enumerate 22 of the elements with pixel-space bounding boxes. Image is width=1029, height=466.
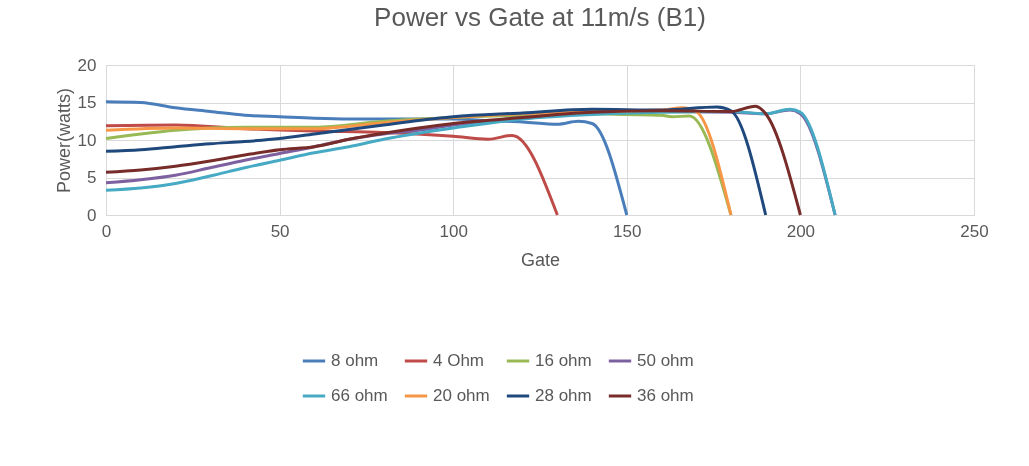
legend-label: 20 ohm	[433, 386, 490, 405]
y-tick-label: 5	[87, 168, 97, 187]
x-tick-label: 200	[786, 221, 816, 241]
x-tick-label: 250	[960, 221, 989, 241]
legend-label: 16 ohm	[535, 351, 592, 370]
x-tick-label: 100	[439, 221, 468, 241]
x-tick-label: 0	[101, 221, 112, 241]
legend-label: 28 ohm	[535, 386, 592, 405]
legend-label: 8 ohm	[331, 351, 379, 370]
legend-label: 4 Ohm	[433, 351, 485, 370]
x-axis-title: Gate	[520, 249, 561, 270]
x-tick-label: 50	[270, 221, 290, 241]
y-axis-title: Power(watts)	[53, 87, 74, 194]
legend-label: 50 ohm	[637, 351, 694, 370]
y-tick-label: 20	[77, 55, 97, 75]
y-tick-label: 10	[77, 130, 97, 150]
y-tick-label: 0	[87, 205, 97, 225]
x-tick-label: 150	[613, 221, 642, 241]
legend-label: 36 ohm	[637, 386, 694, 405]
chart-title: Power vs Gate at 11m/s (B1)	[374, 2, 706, 32]
legend-label: 66 ohm	[331, 386, 388, 405]
y-tick-label: 15	[77, 93, 97, 112]
